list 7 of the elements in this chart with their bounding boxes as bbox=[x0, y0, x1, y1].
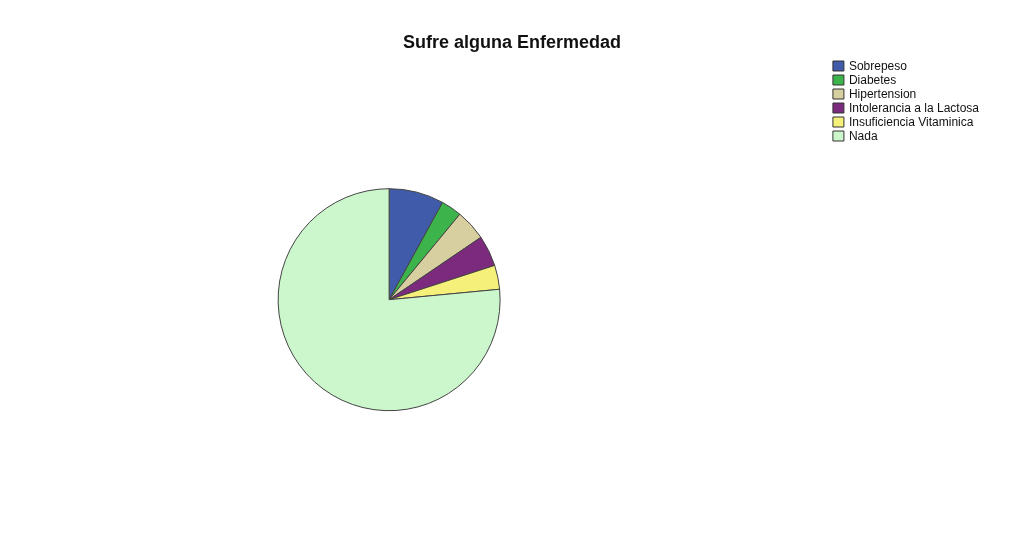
legend-label: Intolerancia a la Lactosa bbox=[848, 101, 980, 115]
legend-label: Nada bbox=[848, 129, 878, 143]
legend-label: Diabetes bbox=[848, 73, 897, 87]
chart-title: Sufre alguna Enfermedad bbox=[402, 32, 622, 52]
legend-label: Sobrepeso bbox=[848, 59, 908, 73]
legend-label: Insuficiencia Vitaminica bbox=[848, 115, 974, 129]
legend-label: Hipertension bbox=[848, 87, 917, 101]
